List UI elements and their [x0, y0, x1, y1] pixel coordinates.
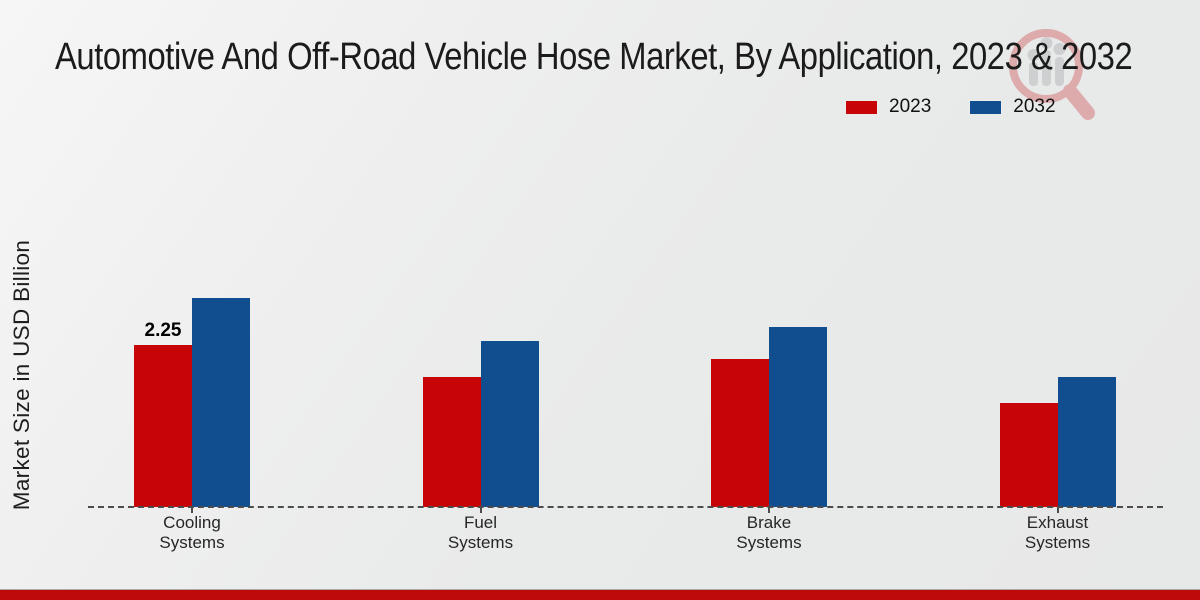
- bar-2032-fuel-systems: [480, 341, 539, 507]
- x-axis-baseline: [88, 506, 1163, 508]
- legend: 2023 2032: [845, 96, 1056, 118]
- x-axis-tick: [479, 507, 482, 513]
- footer-accent-bar: [0, 589, 1200, 600]
- bar-2023-fuel-systems: [422, 377, 481, 507]
- category-label-brake-systems: Brake Systems: [736, 513, 802, 552]
- legend-swatch-2023: [845, 99, 878, 115]
- category-label-fuel-systems: Fuel Systems: [447, 513, 514, 552]
- bar-2023-exhaust-systems: [999, 403, 1058, 507]
- bar-2032-cooling-systems: [192, 298, 250, 507]
- legend-item-2023: 2023: [845, 96, 931, 118]
- category-label-cooling-systems: Cooling Systems: [159, 513, 225, 552]
- legend-label: 2023: [889, 96, 932, 117]
- x-axis-tick: [1056, 507, 1059, 513]
- chart-title: Automotive And Off-Road Vehicle Hose Mar…: [55, 36, 1133, 78]
- bar-2023-brake-systems: [711, 359, 769, 507]
- category-label-exhaust-systems: Exhaust Systems: [1024, 513, 1091, 552]
- bar-value-label: 2.25: [144, 320, 182, 341]
- legend-label: 2032: [1013, 96, 1056, 117]
- x-axis-tick: [191, 507, 193, 513]
- y-axis-label: Market Size in USD Billion: [9, 239, 34, 511]
- legend-swatch-2032: [969, 99, 1003, 115]
- bar-2032-brake-systems: [769, 327, 827, 507]
- bar-2023-cooling-systems: [134, 345, 192, 507]
- magnifier-bar-chart-logo-icon: [1009, 29, 1095, 120]
- legend-item-2032: 2032: [969, 96, 1056, 118]
- x-axis-tick: [768, 507, 770, 513]
- bar-2032-exhaust-systems: [1057, 377, 1116, 507]
